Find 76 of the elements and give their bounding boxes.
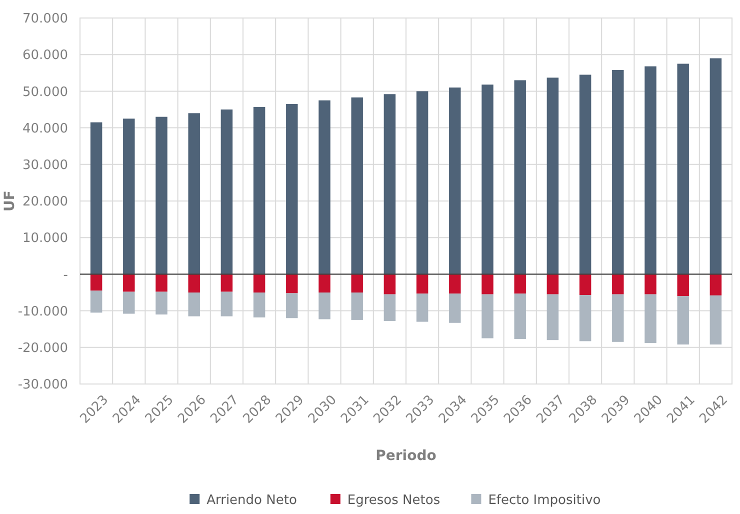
- bar: [482, 294, 494, 338]
- bar: [677, 296, 689, 344]
- legend-label: Egresos Netos: [347, 493, 440, 508]
- bar: [90, 290, 102, 313]
- bar: [449, 274, 461, 294]
- bar: [286, 293, 298, 318]
- bar: [416, 294, 428, 322]
- y-tick-label: 60.000: [22, 48, 68, 64]
- bar: [123, 118, 135, 274]
- legend-label: Arriendo Neto: [206, 493, 297, 508]
- bar: [416, 91, 428, 274]
- bar: [286, 274, 298, 294]
- bar: [644, 66, 656, 274]
- bar: [156, 274, 168, 292]
- bar: [90, 122, 102, 274]
- bar: [546, 294, 559, 340]
- y-tick-label: 50.000: [22, 84, 68, 100]
- y-tick-label: 30.000: [22, 158, 68, 173]
- bar: [253, 292, 266, 318]
- bar: [318, 292, 330, 320]
- bar: [156, 116, 168, 274]
- y-tick-label: 70.000: [22, 12, 68, 27]
- x-axis-title: Periodo: [376, 448, 437, 464]
- bar: [514, 274, 526, 294]
- bar: [514, 294, 526, 339]
- bar: [123, 292, 135, 314]
- bar: [579, 274, 592, 296]
- bar: [644, 274, 656, 294]
- bar: [318, 274, 330, 292]
- bar: [482, 84, 494, 274]
- bar: [612, 294, 624, 342]
- bar: [220, 110, 233, 274]
- bar: [351, 97, 363, 274]
- bar: [612, 70, 624, 274]
- bar: [612, 274, 624, 294]
- bar: [710, 274, 722, 296]
- bar: [156, 292, 168, 314]
- bar: [579, 74, 592, 274]
- bar: [351, 292, 363, 320]
- bar: [220, 274, 233, 292]
- bar: [188, 274, 200, 292]
- bar: [188, 292, 200, 316]
- bar: [384, 294, 396, 322]
- bar: [220, 292, 233, 316]
- bar: [90, 274, 102, 291]
- y-tick-label: 20.000: [22, 194, 68, 210]
- bar: [677, 64, 689, 274]
- legend-label: Efecto Impositivo: [488, 493, 601, 508]
- bar: [644, 294, 656, 344]
- bar: [253, 106, 266, 274]
- y-tick-label: -20.000: [18, 340, 68, 356]
- y-tick-label: 10.000: [22, 231, 68, 246]
- bar: [253, 274, 266, 292]
- bar: [384, 94, 396, 274]
- bar: [449, 88, 461, 274]
- y-tick-label: -: [63, 268, 68, 283]
- bar: [546, 274, 559, 294]
- bar: [286, 104, 298, 274]
- bar: [710, 295, 722, 344]
- bar: [514, 80, 526, 274]
- bar: [351, 274, 363, 292]
- bar: [416, 274, 428, 294]
- bar: [318, 100, 330, 274]
- y-tick-label: -30.000: [18, 378, 68, 393]
- y-tick-label: 40.000: [22, 121, 68, 136]
- bar: [546, 78, 559, 274]
- bar: [123, 274, 135, 292]
- bar: [710, 58, 722, 274]
- y-axis-title: UF: [2, 190, 18, 212]
- bar: [579, 295, 592, 342]
- bar: [384, 274, 396, 294]
- bar: [677, 274, 689, 296]
- y-tick-label: -10.000: [18, 304, 68, 320]
- bar: [449, 294, 461, 323]
- bar: [482, 274, 494, 294]
- bar: [188, 113, 200, 274]
